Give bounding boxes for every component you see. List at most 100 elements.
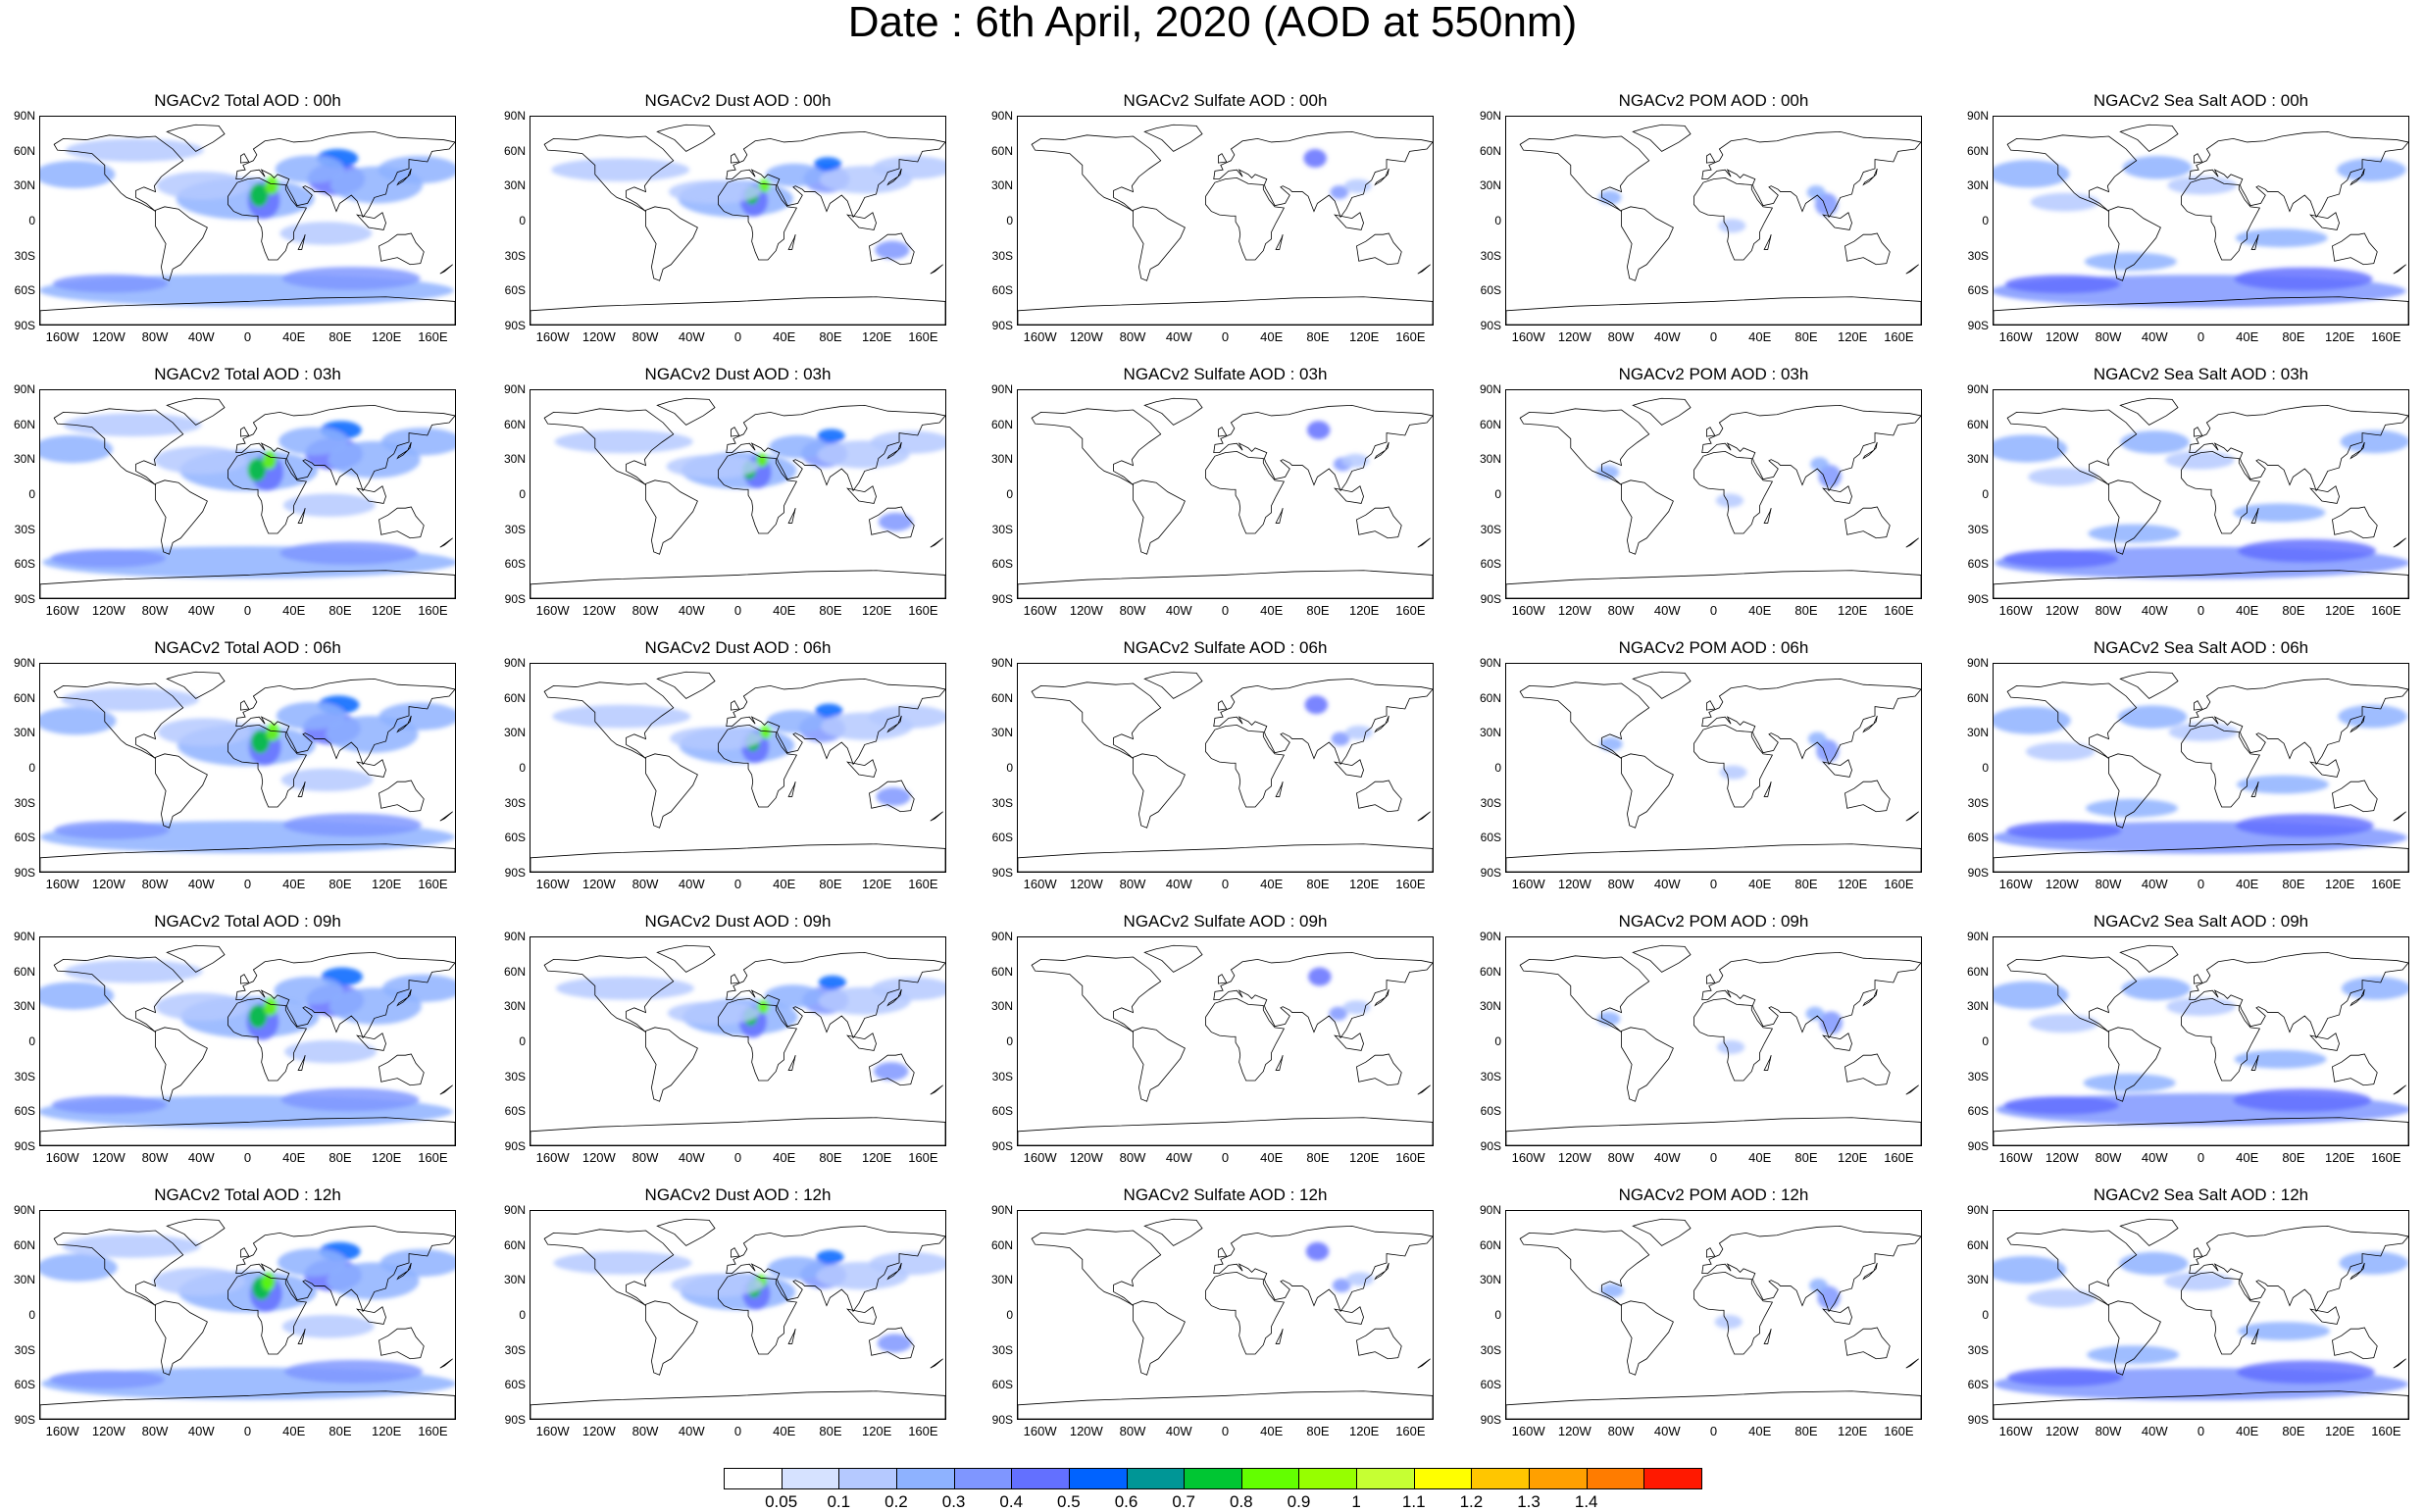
lat-tick-label: 30N [1966, 999, 1989, 1014]
lon-tick-label: 0 [1221, 329, 1230, 344]
aod-plume [1718, 219, 1746, 233]
coastline [1133, 753, 1186, 829]
coastline [240, 153, 250, 164]
coastline [869, 506, 915, 539]
coastline [530, 1390, 945, 1419]
aod-plume [769, 434, 827, 459]
coastline [379, 1053, 425, 1086]
lon-tick-label: 120E [1348, 603, 1380, 618]
lon-tick-label: 80E [819, 1150, 842, 1165]
coastline [1374, 988, 1389, 1007]
coastline [530, 843, 945, 872]
lon-tick-label: 40E [282, 603, 306, 618]
lon-tick-label: 160W [1998, 1424, 2033, 1438]
coastline [2194, 974, 2203, 984]
lat-tick-label: 30N [990, 999, 1013, 1014]
aod-plume [1303, 148, 1327, 168]
lon-tick-label: 160W [535, 1424, 570, 1438]
lat-tick-label: 30S [991, 1069, 1013, 1084]
colorbar-level-label: 1.4 [1574, 1492, 1598, 1511]
lon-tick-label: 160W [1511, 877, 1545, 891]
lat-tick-label: 90N [1479, 382, 1501, 396]
panel-title: NGACv2 Dust AOD : 12h [644, 1185, 832, 1204]
world-map [1505, 389, 1922, 599]
coastline [530, 296, 945, 325]
aod-field [1506, 124, 1921, 325]
coastline [1994, 843, 2408, 872]
lat-tick-label: 30S [1967, 248, 1989, 263]
aod-field [1994, 397, 2408, 598]
lat-tick-label: 30N [1966, 1273, 1989, 1287]
lon-tick-label: 80W [1119, 1150, 1146, 1165]
colorbar-level-label: 0.2 [884, 1492, 908, 1511]
panel-title: NGACv2 POM AOD : 06h [1618, 638, 1809, 657]
lon-tick-label: 120E [2324, 1150, 2355, 1165]
coastline [166, 397, 226, 426]
coastline [1018, 843, 1433, 872]
panel-title: NGACv2 POM AOD : 12h [1618, 1185, 1809, 1204]
lon-tick-label: 0 [1709, 1150, 1718, 1165]
lon-tick-label: 120E [1348, 1424, 1380, 1438]
lat-tick-label: 0 [1006, 1308, 1013, 1322]
lat-tick-label: 90N [13, 656, 35, 670]
coastline [731, 1247, 740, 1258]
lon-tick-label: 160W [1998, 1150, 2033, 1165]
lon-tick-label: 80E [1306, 329, 1330, 344]
lon-tick-label: 0 [2197, 1150, 2205, 1165]
lon-tick-label: 0 [1221, 603, 1230, 618]
coastline [1506, 1117, 1921, 1145]
lat-tick-label: 90S [1480, 866, 1501, 880]
coastline [155, 206, 208, 281]
lon-tick-label: 160E [1884, 603, 1914, 618]
lat-tick-label: 0 [519, 1308, 526, 1322]
aod-field [40, 671, 455, 872]
coastline [356, 759, 386, 778]
coastline [1693, 725, 1774, 808]
coastline [787, 234, 796, 250]
coastline [40, 570, 455, 598]
coastline [886, 1262, 902, 1281]
lat-tick-label: 60N [13, 964, 35, 979]
coastline [2189, 951, 2408, 1039]
lat-tick-label: 0 [519, 761, 526, 775]
lon-tick-label: 80W [1119, 603, 1146, 618]
coastline [1417, 264, 1431, 275]
lon-tick-label: 120W [1557, 329, 1591, 344]
aod-plume [40, 434, 114, 464]
aod-plume [155, 992, 248, 1021]
aod-plume [40, 982, 115, 1010]
lat-tick-label: 60S [1967, 831, 1989, 845]
aod-plume [2083, 1073, 2176, 1092]
colorbar-level-label: 0.7 [1172, 1492, 1195, 1511]
lon-tick-label: 40E [773, 1424, 796, 1438]
lat-tick-label: 60S [991, 283, 1013, 298]
panel-title: NGACv2 Sulfate AOD : 03h [1123, 365, 1328, 383]
lat-tick-label: 30S [991, 522, 1013, 536]
aod-plume [869, 1251, 945, 1276]
lat-tick-label: 30N [1479, 1273, 1501, 1287]
aod-plume [2120, 430, 2190, 454]
lon-tick-label: 80E [1794, 1150, 1818, 1165]
coastline [1374, 1262, 1389, 1281]
aod-plume [2119, 1251, 2189, 1276]
panel-title: NGACv2 POM AOD : 09h [1618, 912, 1809, 931]
coastline [656, 944, 716, 973]
coastline [2189, 130, 2408, 219]
coastline [379, 506, 425, 539]
lat-tick-label: 0 [28, 1308, 35, 1322]
aod-plume [284, 1039, 378, 1064]
lon-tick-label: 120W [581, 603, 616, 618]
coastline [2108, 753, 2161, 829]
coastline [543, 955, 675, 1033]
coastline [1356, 1053, 1402, 1086]
lat-tick-label: 60S [1480, 1104, 1501, 1119]
lon-tick-label: 40W [187, 877, 215, 891]
coastline [2181, 1272, 2261, 1355]
lon-tick-label: 160W [45, 877, 79, 891]
lat-tick-label: 60N [1966, 964, 1989, 979]
lon-tick-label: 80W [1607, 1424, 1635, 1438]
aod-plume [157, 718, 250, 746]
lon-tick-label: 0 [1221, 1424, 1230, 1438]
lon-tick-label: 40W [1653, 329, 1681, 344]
coastline [1031, 681, 1162, 759]
